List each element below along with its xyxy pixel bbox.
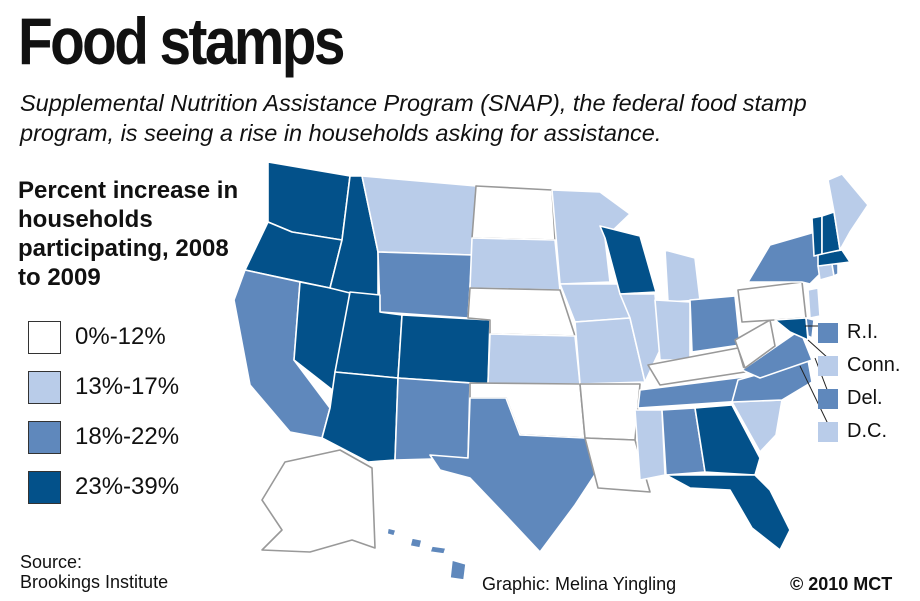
state-new-york <box>747 231 823 285</box>
state-arizona <box>321 371 399 463</box>
small-state-swatch <box>818 388 838 409</box>
state-wyoming <box>377 251 473 319</box>
state-hawaii-4 <box>449 559 467 581</box>
legend: 0%-12% 13%-17% 18%-22% 23%-39% <box>28 312 179 512</box>
state-hawaii-1 <box>386 527 397 537</box>
graphic-credit: Graphic: Melina Yingling <box>482 574 677 594</box>
state-colorado <box>397 314 491 385</box>
small-state-item: R.I. <box>818 316 900 349</box>
state-alaska <box>261 449 376 553</box>
state-delaware <box>805 317 815 339</box>
legend-title: Percent increase in households participa… <box>18 177 239 291</box>
state-michigan <box>664 249 701 303</box>
state-west-virginia <box>734 319 776 369</box>
state-new-jersey <box>807 287 821 319</box>
state-hawaii-3 <box>429 545 447 555</box>
state-arkansas <box>579 383 641 441</box>
legend-swatch-18-22 <box>28 420 61 454</box>
state-louisiana <box>584 437 651 493</box>
state-virginia <box>741 329 813 379</box>
state-mississippi <box>634 409 666 481</box>
legend-label: 18%-22% <box>75 423 180 450</box>
legend-item: 0%-12% <box>28 312 179 362</box>
state-florida <box>665 474 791 551</box>
state-vermont <box>811 215 823 257</box>
small-state-label: D.C. <box>847 420 887 442</box>
pointer-line-dc <box>799 365 829 425</box>
legend-item: 13%-17% <box>28 362 179 412</box>
state-montana <box>361 175 477 256</box>
small-state-swatch <box>818 355 838 376</box>
small-state-item: D.C. <box>818 415 900 448</box>
page-title: Food stamps <box>18 4 345 78</box>
small-state-label: Conn. <box>847 354 901 376</box>
legend-swatch-23-39 <box>28 470 61 504</box>
legend-label: 0%-12% <box>75 323 166 350</box>
state-new-mexico <box>394 377 471 461</box>
legend-swatch-0-12 <box>28 320 61 354</box>
source-label: Source: <box>20 552 83 572</box>
state-maine <box>827 173 869 251</box>
state-kansas <box>487 333 581 385</box>
legend-swatch-13-17 <box>28 370 61 404</box>
state-texas <box>429 397 599 553</box>
state-south-dakota <box>469 237 561 291</box>
subtitle: Supplemental Nutrition Assistance Progra… <box>20 90 807 146</box>
legend-item: 23%-39% <box>28 462 179 512</box>
state-pennsylvania <box>737 281 807 323</box>
small-state-label: Del. <box>847 387 883 409</box>
state-indiana <box>654 299 691 361</box>
legend-item: 18%-22% <box>28 412 179 462</box>
source: Source: Brookings Institute <box>20 552 168 592</box>
state-georgia <box>694 404 761 476</box>
state-ohio <box>689 295 741 353</box>
small-state-item: Conn. <box>818 349 900 382</box>
copyright: © 2010 MCT <box>790 574 893 594</box>
small-state-item: Del. <box>818 382 900 415</box>
legend-label: 13%-17% <box>75 373 180 400</box>
source-name: Brookings Institute <box>20 572 169 592</box>
small-state-label: R.I. <box>847 321 879 343</box>
small-state-swatch <box>818 421 838 442</box>
pointer-line-conn <box>807 339 829 359</box>
small-states-legend: R.I. Conn. Del. D.C. <box>818 316 900 448</box>
state-north-dakota <box>471 185 556 241</box>
state-wisconsin <box>599 225 657 295</box>
state-rhode-island <box>831 263 839 277</box>
legend-label: 23%-39% <box>75 473 180 500</box>
small-state-swatch <box>818 322 838 343</box>
state-hawaii-2 <box>409 537 423 549</box>
